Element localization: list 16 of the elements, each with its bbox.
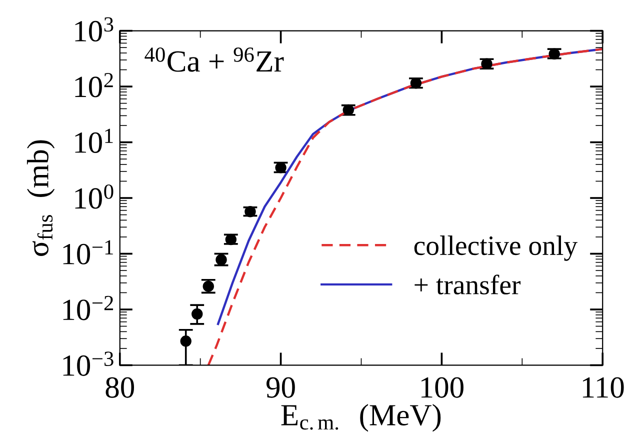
- y-tick-label: 10$^{−3}$: [63, 352, 114, 376]
- x-tick-label: 90: [266, 377, 295, 398]
- y-tick-label: 10$^{0}$: [75, 184, 114, 209]
- legend-label: collective only: [414, 236, 578, 261]
- y-tick-label: 10$^{−2}$: [63, 296, 114, 320]
- legend-label: + transfer: [414, 274, 520, 294]
- x-axis-title: E$_{c.m.}$ (MeV): [281, 404, 441, 432]
- y-tick-label: 10$^{3}$: [75, 17, 114, 42]
- x-tick-label: 110: [582, 377, 624, 398]
- x-tick-label: 80: [106, 377, 134, 398]
- annotation: $^{40}$Ca + $^{96}$Zr: [144, 47, 284, 72]
- y-tick-label: 10$^{1}$: [75, 128, 113, 153]
- x-tick-label: 100: [421, 377, 464, 398]
- y-axis-title: σ$_{fus}$ (mb): [26, 140, 55, 256]
- y-tick-label: 10$^{−1}$: [63, 240, 113, 264]
- y-tick-label: 10$^{2}$: [75, 72, 113, 98]
